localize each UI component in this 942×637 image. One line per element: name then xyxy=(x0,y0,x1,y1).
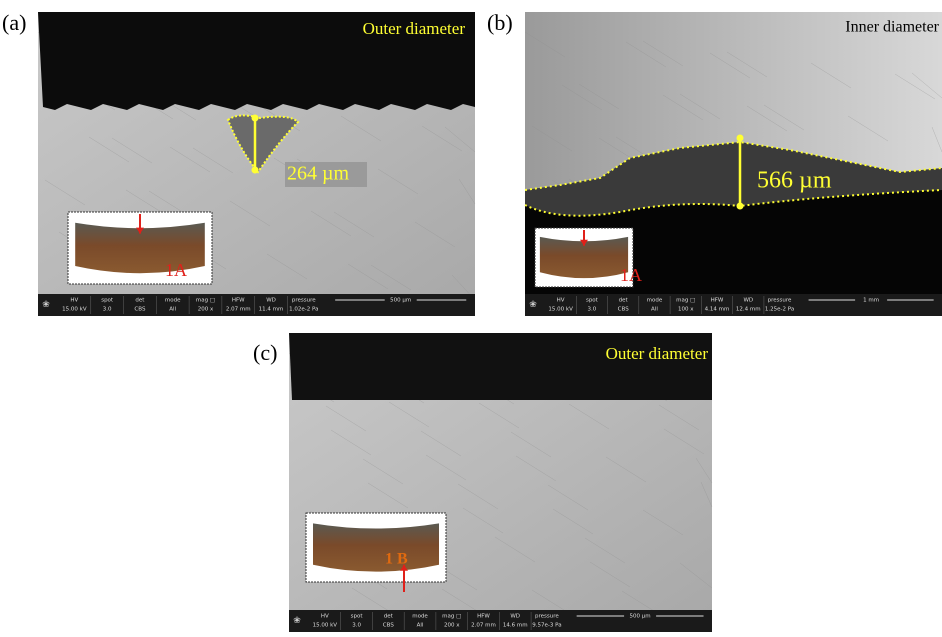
info-header: HV xyxy=(321,614,329,620)
info-header: det xyxy=(619,298,629,304)
info-header: WD xyxy=(266,298,276,304)
info-value: 100 x xyxy=(678,307,694,313)
info-value: 15.00 kV xyxy=(313,623,338,629)
info-header: spot xyxy=(101,298,114,304)
depth-end xyxy=(252,115,259,122)
logo: ❀ xyxy=(42,299,50,309)
info-header: HFW xyxy=(477,614,490,620)
info-header: det xyxy=(384,614,394,620)
panel-label: (a) xyxy=(2,10,26,35)
scale-label: 500 µm xyxy=(390,298,411,304)
page: {"panels": [ {"label": "(a)", "caption":… xyxy=(0,0,942,632)
info-value: 200 x xyxy=(198,307,214,313)
info-value: 2.07 mm xyxy=(226,307,251,313)
info-value: 1.25e-2 Pa xyxy=(765,307,794,313)
info-header: spot xyxy=(586,298,599,304)
scale-label: 1 mm xyxy=(863,298,879,304)
caption: Outer diameter xyxy=(363,19,466,38)
info-value: All xyxy=(417,623,424,629)
info-header: WD xyxy=(510,614,520,620)
info-header: mode xyxy=(412,614,428,620)
info-header: pressure xyxy=(768,298,792,304)
caption: Outer diameter xyxy=(606,344,709,363)
info-value: 12.4 mm xyxy=(736,307,761,313)
sample-photo xyxy=(313,523,439,571)
info-header: HV xyxy=(557,298,565,304)
info-value: 2.07 mm xyxy=(471,623,496,629)
info-header: mag □ xyxy=(442,614,461,620)
panel: (a) Outer diameter 264 µm 1A ❀ HV 15.00 kV spot… xyxy=(2,10,475,316)
info-value: 11.4 mm xyxy=(259,307,284,313)
caption: Inner diameter xyxy=(845,19,939,36)
panel-label: (b) xyxy=(487,10,513,35)
info-value: CBS xyxy=(618,307,630,313)
info-value: CBS xyxy=(134,307,146,313)
info-value: 3.0 xyxy=(588,307,597,313)
info-header: WD xyxy=(743,298,753,304)
info-value: 15.00 kV xyxy=(62,307,87,313)
info-value: 1.02e-2 Pa xyxy=(289,307,318,313)
depth-end xyxy=(737,135,744,142)
info-value: 14.6 mm xyxy=(503,623,528,629)
info-header: mode xyxy=(165,298,181,304)
info-value: 3.0 xyxy=(352,623,361,629)
scale-label: 500 µm xyxy=(630,614,651,620)
measurement: 264 µm xyxy=(287,163,350,185)
info-header: det xyxy=(135,298,145,304)
info-header: pressure xyxy=(535,614,559,620)
panel-label: (c) xyxy=(253,340,277,365)
info-header: HFW xyxy=(232,298,245,304)
panel: (b) Inner diameter 566 µm 1A ❀ HV 15.00 kV spot… xyxy=(487,10,942,316)
info-value: 4.14 mm xyxy=(705,307,730,313)
info-value: 200 x xyxy=(444,623,460,629)
depth-end xyxy=(252,167,259,174)
inset-label: 1 B xyxy=(385,551,408,568)
info-header: HFW xyxy=(711,298,724,304)
inset-label: 1A xyxy=(165,260,187,280)
logo: ❀ xyxy=(529,299,537,309)
info-value: 3.0 xyxy=(103,307,112,313)
info-value: 15.00 kV xyxy=(548,307,573,313)
depth-end xyxy=(737,203,744,210)
info-header: mag □ xyxy=(676,298,695,304)
info-value: All xyxy=(651,307,658,313)
info-value: All xyxy=(169,307,176,313)
figure: (a) Outer diameter 264 µm 1A ❀ HV 15.00 kV spot… xyxy=(0,0,942,632)
info-header: pressure xyxy=(292,298,316,304)
inset-label: 1A xyxy=(620,265,642,285)
info-header: mode xyxy=(647,298,663,304)
logo: ❀ xyxy=(293,615,301,625)
info-value: 9.57e-3 Pa xyxy=(532,623,561,629)
panel: (c) Outer diameter 1 B ❀ HV 15.00 kV spot 3.0 de… xyxy=(253,333,712,632)
info-value: CBS xyxy=(383,623,395,629)
info-header: spot xyxy=(351,614,364,620)
info-header: mag □ xyxy=(196,298,215,304)
measurement: 566 µm xyxy=(757,168,832,194)
info-header: HV xyxy=(70,298,78,304)
